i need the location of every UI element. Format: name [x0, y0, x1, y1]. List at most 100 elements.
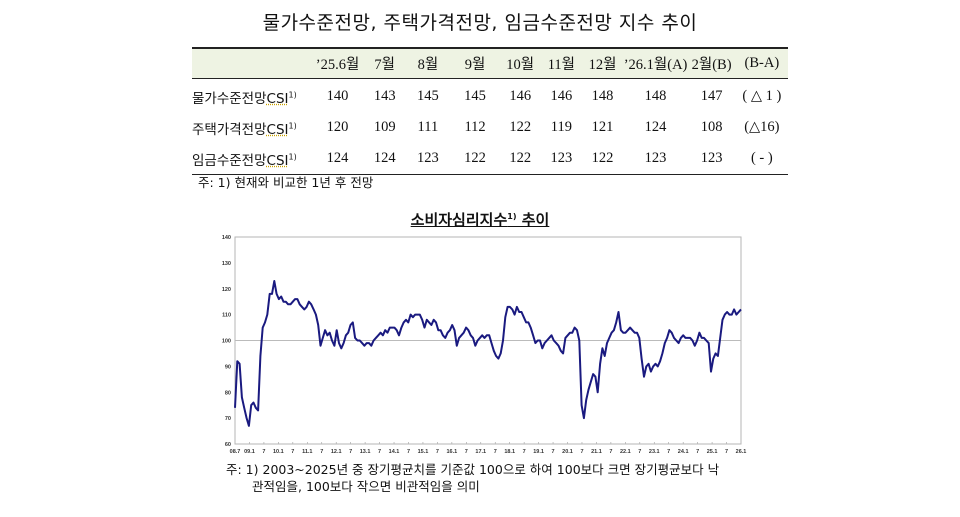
x-tick-label: 7 [696, 449, 699, 455]
col-header: 2월(B) [687, 47, 736, 79]
x-tick-label: 7 [667, 449, 670, 455]
table-cell: 143 [373, 88, 396, 104]
x-tick-label: 7 [349, 449, 352, 455]
x-tick-label: 18.1 [504, 449, 515, 455]
table-cell: 122 [509, 119, 532, 135]
col-header: 7월 [364, 47, 405, 79]
table-cell: ( - ) [735, 143, 788, 175]
table-cell: 123 [623, 143, 688, 175]
x-tick-label: 17.1 [475, 449, 486, 455]
x-tick-label: 15.1 [418, 449, 429, 455]
table-cell: 109 [373, 119, 396, 135]
table-cell: 119 [550, 119, 572, 135]
table-cell: ( △ 1 ) [742, 88, 782, 104]
table-cell: 122 [450, 143, 500, 175]
table-cell: 108 [700, 119, 723, 135]
x-tick-label: 7 [291, 449, 294, 455]
chart-footnote: 주: 1) 2003~2025년 중 장기평균치를 기준값 100으로 하여 1… [226, 462, 720, 494]
x-tick-label: 7 [407, 449, 410, 455]
x-tick-label: 7 [638, 449, 641, 455]
x-tick-label: 7 [436, 449, 439, 455]
col-header: 8월 [404, 47, 451, 79]
table-cell: 122 [581, 143, 624, 175]
col-header: ’26.1월(A) [623, 47, 688, 79]
x-tick-label: 14.1 [389, 449, 400, 455]
x-tick-label: 7 [378, 449, 381, 455]
table-cell: 145 [417, 88, 439, 104]
table-cell: 124 [310, 143, 365, 175]
table-cell: 146 [550, 88, 573, 104]
x-tick-label: 7 [262, 449, 265, 455]
chart-title: 소비자심리지수1) 추이 [410, 211, 550, 229]
table-row: 임금수준전망CSI1) 124 124 123 122 122 123 122 … [192, 143, 788, 175]
x-tick-label: 7 [320, 449, 323, 455]
csi-line-chart: 60 70 80 90 100 110 120 130 140 08.7 09.1 7 10.1 7 11… [222, 235, 747, 455]
x-tick-label: 7 [580, 449, 583, 455]
table-cell: 147 [700, 88, 723, 104]
col-header: ’25.6월 [310, 47, 365, 79]
table-header-row: ’25.6월 7월 8월 9월 10월 11월 12월 ’26.1월(A) 2월… [192, 47, 788, 79]
y-tick-label: 80 [225, 390, 231, 396]
x-tick-label: 08.7 [230, 449, 241, 455]
x-tick-label: 7 [494, 449, 497, 455]
col-header: (B-A) [735, 47, 788, 79]
x-tick-label: 21.1 [591, 449, 602, 455]
table-cell: 120 [326, 119, 349, 135]
table-cell: 124 [644, 119, 667, 135]
col-header: 9월 [450, 47, 500, 79]
y-tick-label: 140 [222, 235, 231, 241]
table-cell: 123 [541, 143, 582, 175]
y-tick-label: 70 [225, 416, 231, 422]
row-label: 주택가격전망CSI1) [192, 121, 297, 138]
x-tick-label: 25.1 [707, 449, 718, 455]
x-tick-label: 26.1 [736, 449, 747, 455]
x-tick-label: 23.1 [649, 449, 660, 455]
x-tick-label: 16.1 [446, 449, 457, 455]
table-cell: 121 [591, 119, 614, 135]
x-tick-label: 7 [725, 449, 728, 455]
table-row: 물가수준전망CSI1) 140 143 145 145 146 146 148 … [192, 79, 788, 113]
table-footnote: 주: 1) 현재와 비교한 1년 후 전망 [198, 175, 374, 190]
col-header: 11월 [541, 47, 582, 79]
y-tick-label: 100 [222, 339, 231, 345]
col-header: 12월 [581, 47, 624, 79]
csi-series-line [234, 280, 742, 427]
table-cell: 146 [509, 88, 532, 104]
x-tick-label: 7 [609, 449, 612, 455]
row-label: 임금수준전망CSI1) [192, 143, 311, 175]
table-title: 물가수준전망, 주택가격전망, 임금수준전망 지수 추이 [262, 12, 698, 34]
y-tick-label: 130 [222, 261, 231, 267]
col-header-label [192, 47, 311, 79]
table-cell: 123 [404, 143, 451, 175]
table-cell: 140 [326, 88, 349, 104]
x-tick-label: 7 [465, 449, 468, 455]
x-tick-label: 10.1 [273, 449, 284, 455]
table-cell: 148 [644, 88, 667, 104]
row-label: 물가수준전망CSI1) [192, 90, 297, 107]
x-tick-label: 7 [523, 449, 526, 455]
x-tick-label: 12.1 [331, 449, 342, 455]
y-tick-label: 110 [222, 313, 231, 319]
table-cell: 123 [687, 143, 736, 175]
table-cell: 112 [464, 119, 486, 135]
table-cell: 145 [464, 88, 486, 104]
y-tick-label: 90 [225, 364, 231, 370]
table-cell: (△16) [744, 119, 780, 135]
x-tick-label: 24.1 [678, 449, 689, 455]
expectation-index-table: ’25.6월 7월 8월 9월 10월 11월 12월 ’26.1월(A) 2월… [192, 47, 788, 175]
col-header: 10월 [499, 47, 542, 79]
table-row: 주택가격전망CSI1) 120 109 111 112 122 119 121 … [192, 112, 788, 143]
x-tick-label: 13.1 [360, 449, 371, 455]
table-cell: 148 [591, 88, 614, 104]
table-cell: 124 [364, 143, 405, 175]
y-axis: 60 70 80 90 100 110 120 130 140 [222, 235, 231, 448]
x-tick-label: 22.1 [620, 449, 631, 455]
x-tick-label: 11.1 [302, 449, 312, 455]
x-tick-label: 7 [552, 449, 555, 455]
y-tick-label: 120 [222, 287, 231, 293]
x-tick-label: 19.1 [533, 449, 544, 455]
y-tick-label: 60 [225, 442, 231, 448]
x-tick-label: 09.1 [244, 449, 255, 455]
x-tick-label: 20.1 [562, 449, 573, 455]
table-cell: 111 [417, 119, 439, 135]
